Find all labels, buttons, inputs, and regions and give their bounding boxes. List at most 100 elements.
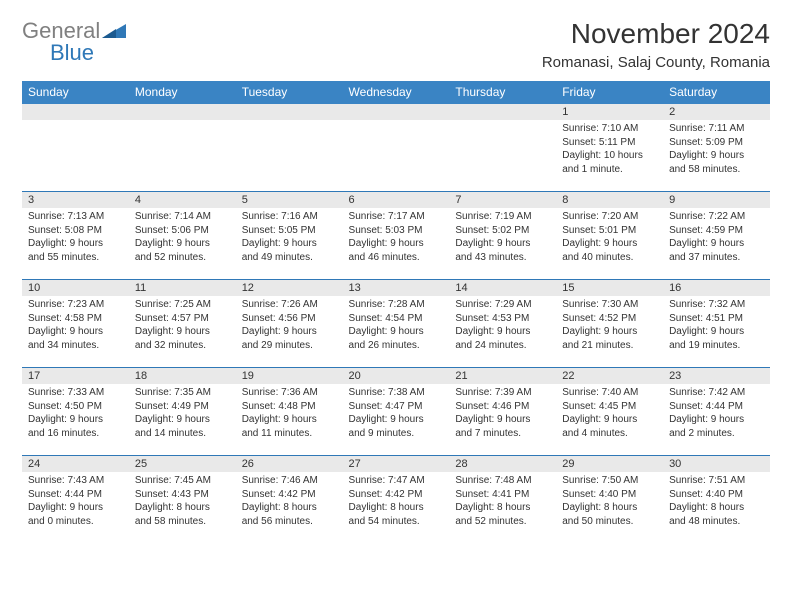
day-details: Sunrise: 7:26 AMSunset: 4:56 PMDaylight:… [236, 296, 343, 356]
day-details: Sunrise: 7:39 AMSunset: 4:46 PMDaylight:… [449, 384, 556, 444]
day-header: Friday [556, 81, 663, 104]
day-details: Sunrise: 7:51 AMSunset: 4:40 PMDaylight:… [663, 472, 770, 532]
detail-line: Sunset: 5:05 PM [242, 224, 337, 238]
day-number: 8 [556, 192, 663, 208]
detail-line: Sunset: 5:11 PM [562, 136, 657, 150]
detail-line: Sunset: 4:58 PM [28, 312, 123, 326]
day-details: Sunrise: 7:46 AMSunset: 4:42 PMDaylight:… [236, 472, 343, 532]
day-details: Sunrise: 7:43 AMSunset: 4:44 PMDaylight:… [22, 472, 129, 532]
detail-line: and 11 minutes. [242, 427, 337, 441]
calendar-cell: 17Sunrise: 7:33 AMSunset: 4:50 PMDayligh… [22, 368, 129, 456]
detail-line: Sunrise: 7:28 AM [349, 298, 444, 312]
detail-line: Daylight: 9 hours [562, 325, 657, 339]
day-number: 17 [22, 368, 129, 384]
day-number: 29 [556, 456, 663, 472]
day-details: Sunrise: 7:40 AMSunset: 4:45 PMDaylight:… [556, 384, 663, 444]
detail-line: Sunrise: 7:39 AM [455, 386, 550, 400]
calendar-cell: 2Sunrise: 7:11 AMSunset: 5:09 PMDaylight… [663, 104, 770, 192]
day-details: Sunrise: 7:19 AMSunset: 5:02 PMDaylight:… [449, 208, 556, 268]
detail-line: Sunset: 4:41 PM [455, 488, 550, 502]
detail-line: and 40 minutes. [562, 251, 657, 265]
calendar-cell: 8Sunrise: 7:20 AMSunset: 5:01 PMDaylight… [556, 192, 663, 280]
detail-line: and 1 minute. [562, 163, 657, 177]
day-details [343, 120, 450, 126]
detail-line: and 52 minutes. [455, 515, 550, 529]
detail-line: Sunrise: 7:19 AM [455, 210, 550, 224]
day-number: 20 [343, 368, 450, 384]
logo-text-blue: Blue [50, 40, 94, 66]
day-number: 4 [129, 192, 236, 208]
calendar-cell: 30Sunrise: 7:51 AMSunset: 4:40 PMDayligh… [663, 456, 770, 544]
detail-line: Sunset: 5:06 PM [135, 224, 230, 238]
detail-line: Daylight: 9 hours [455, 413, 550, 427]
detail-line: and 4 minutes. [562, 427, 657, 441]
day-number: 26 [236, 456, 343, 472]
detail-line: and 54 minutes. [349, 515, 444, 529]
detail-line: Daylight: 10 hours [562, 149, 657, 163]
day-details [236, 120, 343, 126]
day-number: 30 [663, 456, 770, 472]
day-header: Wednesday [343, 81, 450, 104]
calendar-cell: 26Sunrise: 7:46 AMSunset: 4:42 PMDayligh… [236, 456, 343, 544]
detail-line: Sunrise: 7:36 AM [242, 386, 337, 400]
detail-line: Daylight: 9 hours [669, 325, 764, 339]
detail-line: Sunset: 4:57 PM [135, 312, 230, 326]
day-details: Sunrise: 7:35 AMSunset: 4:49 PMDaylight:… [129, 384, 236, 444]
day-number: 25 [129, 456, 236, 472]
calendar-table: Sunday Monday Tuesday Wednesday Thursday… [22, 81, 770, 544]
detail-line: Sunset: 4:40 PM [669, 488, 764, 502]
detail-line: Daylight: 9 hours [28, 325, 123, 339]
calendar-cell: 23Sunrise: 7:42 AMSunset: 4:44 PMDayligh… [663, 368, 770, 456]
day-number: 15 [556, 280, 663, 296]
day-number: 13 [343, 280, 450, 296]
day-number: 27 [343, 456, 450, 472]
detail-line: Sunrise: 7:50 AM [562, 474, 657, 488]
day-number: 16 [663, 280, 770, 296]
calendar-cell: 22Sunrise: 7:40 AMSunset: 4:45 PMDayligh… [556, 368, 663, 456]
day-number: 18 [129, 368, 236, 384]
day-details: Sunrise: 7:42 AMSunset: 4:44 PMDaylight:… [663, 384, 770, 444]
detail-line: and 14 minutes. [135, 427, 230, 441]
day-details: Sunrise: 7:10 AMSunset: 5:11 PMDaylight:… [556, 120, 663, 180]
calendar-cell: 25Sunrise: 7:45 AMSunset: 4:43 PMDayligh… [129, 456, 236, 544]
title-block: November 2024 Romanasi, Salaj County, Ro… [542, 18, 770, 71]
detail-line: Sunrise: 7:32 AM [669, 298, 764, 312]
detail-line: Sunrise: 7:47 AM [349, 474, 444, 488]
detail-line: Daylight: 9 hours [562, 237, 657, 251]
calendar-cell: 13Sunrise: 7:28 AMSunset: 4:54 PMDayligh… [343, 280, 450, 368]
day-number: 6 [343, 192, 450, 208]
day-details: Sunrise: 7:48 AMSunset: 4:41 PMDaylight:… [449, 472, 556, 532]
day-number: 11 [129, 280, 236, 296]
detail-line: Sunrise: 7:38 AM [349, 386, 444, 400]
day-header: Monday [129, 81, 236, 104]
detail-line: Sunrise: 7:17 AM [349, 210, 444, 224]
day-number [343, 104, 450, 120]
detail-line: Sunset: 4:53 PM [455, 312, 550, 326]
detail-line: Sunset: 4:46 PM [455, 400, 550, 414]
calendar-cell: 6Sunrise: 7:17 AMSunset: 5:03 PMDaylight… [343, 192, 450, 280]
calendar-cell: 12Sunrise: 7:26 AMSunset: 4:56 PMDayligh… [236, 280, 343, 368]
detail-line: Sunrise: 7:25 AM [135, 298, 230, 312]
calendar-cell [22, 104, 129, 192]
detail-line: and 52 minutes. [135, 251, 230, 265]
detail-line: Sunrise: 7:22 AM [669, 210, 764, 224]
day-header: Tuesday [236, 81, 343, 104]
detail-line: and 26 minutes. [349, 339, 444, 353]
detail-line: Sunset: 5:01 PM [562, 224, 657, 238]
day-number: 1 [556, 104, 663, 120]
calendar-cell [449, 104, 556, 192]
detail-line: Sunset: 4:48 PM [242, 400, 337, 414]
day-details: Sunrise: 7:22 AMSunset: 4:59 PMDaylight:… [663, 208, 770, 268]
calendar-cell: 27Sunrise: 7:47 AMSunset: 4:42 PMDayligh… [343, 456, 450, 544]
calendar-week-row: 24Sunrise: 7:43 AMSunset: 4:44 PMDayligh… [22, 456, 770, 544]
detail-line: Sunrise: 7:20 AM [562, 210, 657, 224]
day-header: Sunday [22, 81, 129, 104]
calendar-cell: 21Sunrise: 7:39 AMSunset: 4:46 PMDayligh… [449, 368, 556, 456]
day-number [129, 104, 236, 120]
detail-line: Sunset: 4:51 PM [669, 312, 764, 326]
detail-line: Sunrise: 7:30 AM [562, 298, 657, 312]
detail-line: Sunset: 4:44 PM [28, 488, 123, 502]
day-number: 23 [663, 368, 770, 384]
day-details: Sunrise: 7:20 AMSunset: 5:01 PMDaylight:… [556, 208, 663, 268]
day-header-row: Sunday Monday Tuesday Wednesday Thursday… [22, 81, 770, 104]
